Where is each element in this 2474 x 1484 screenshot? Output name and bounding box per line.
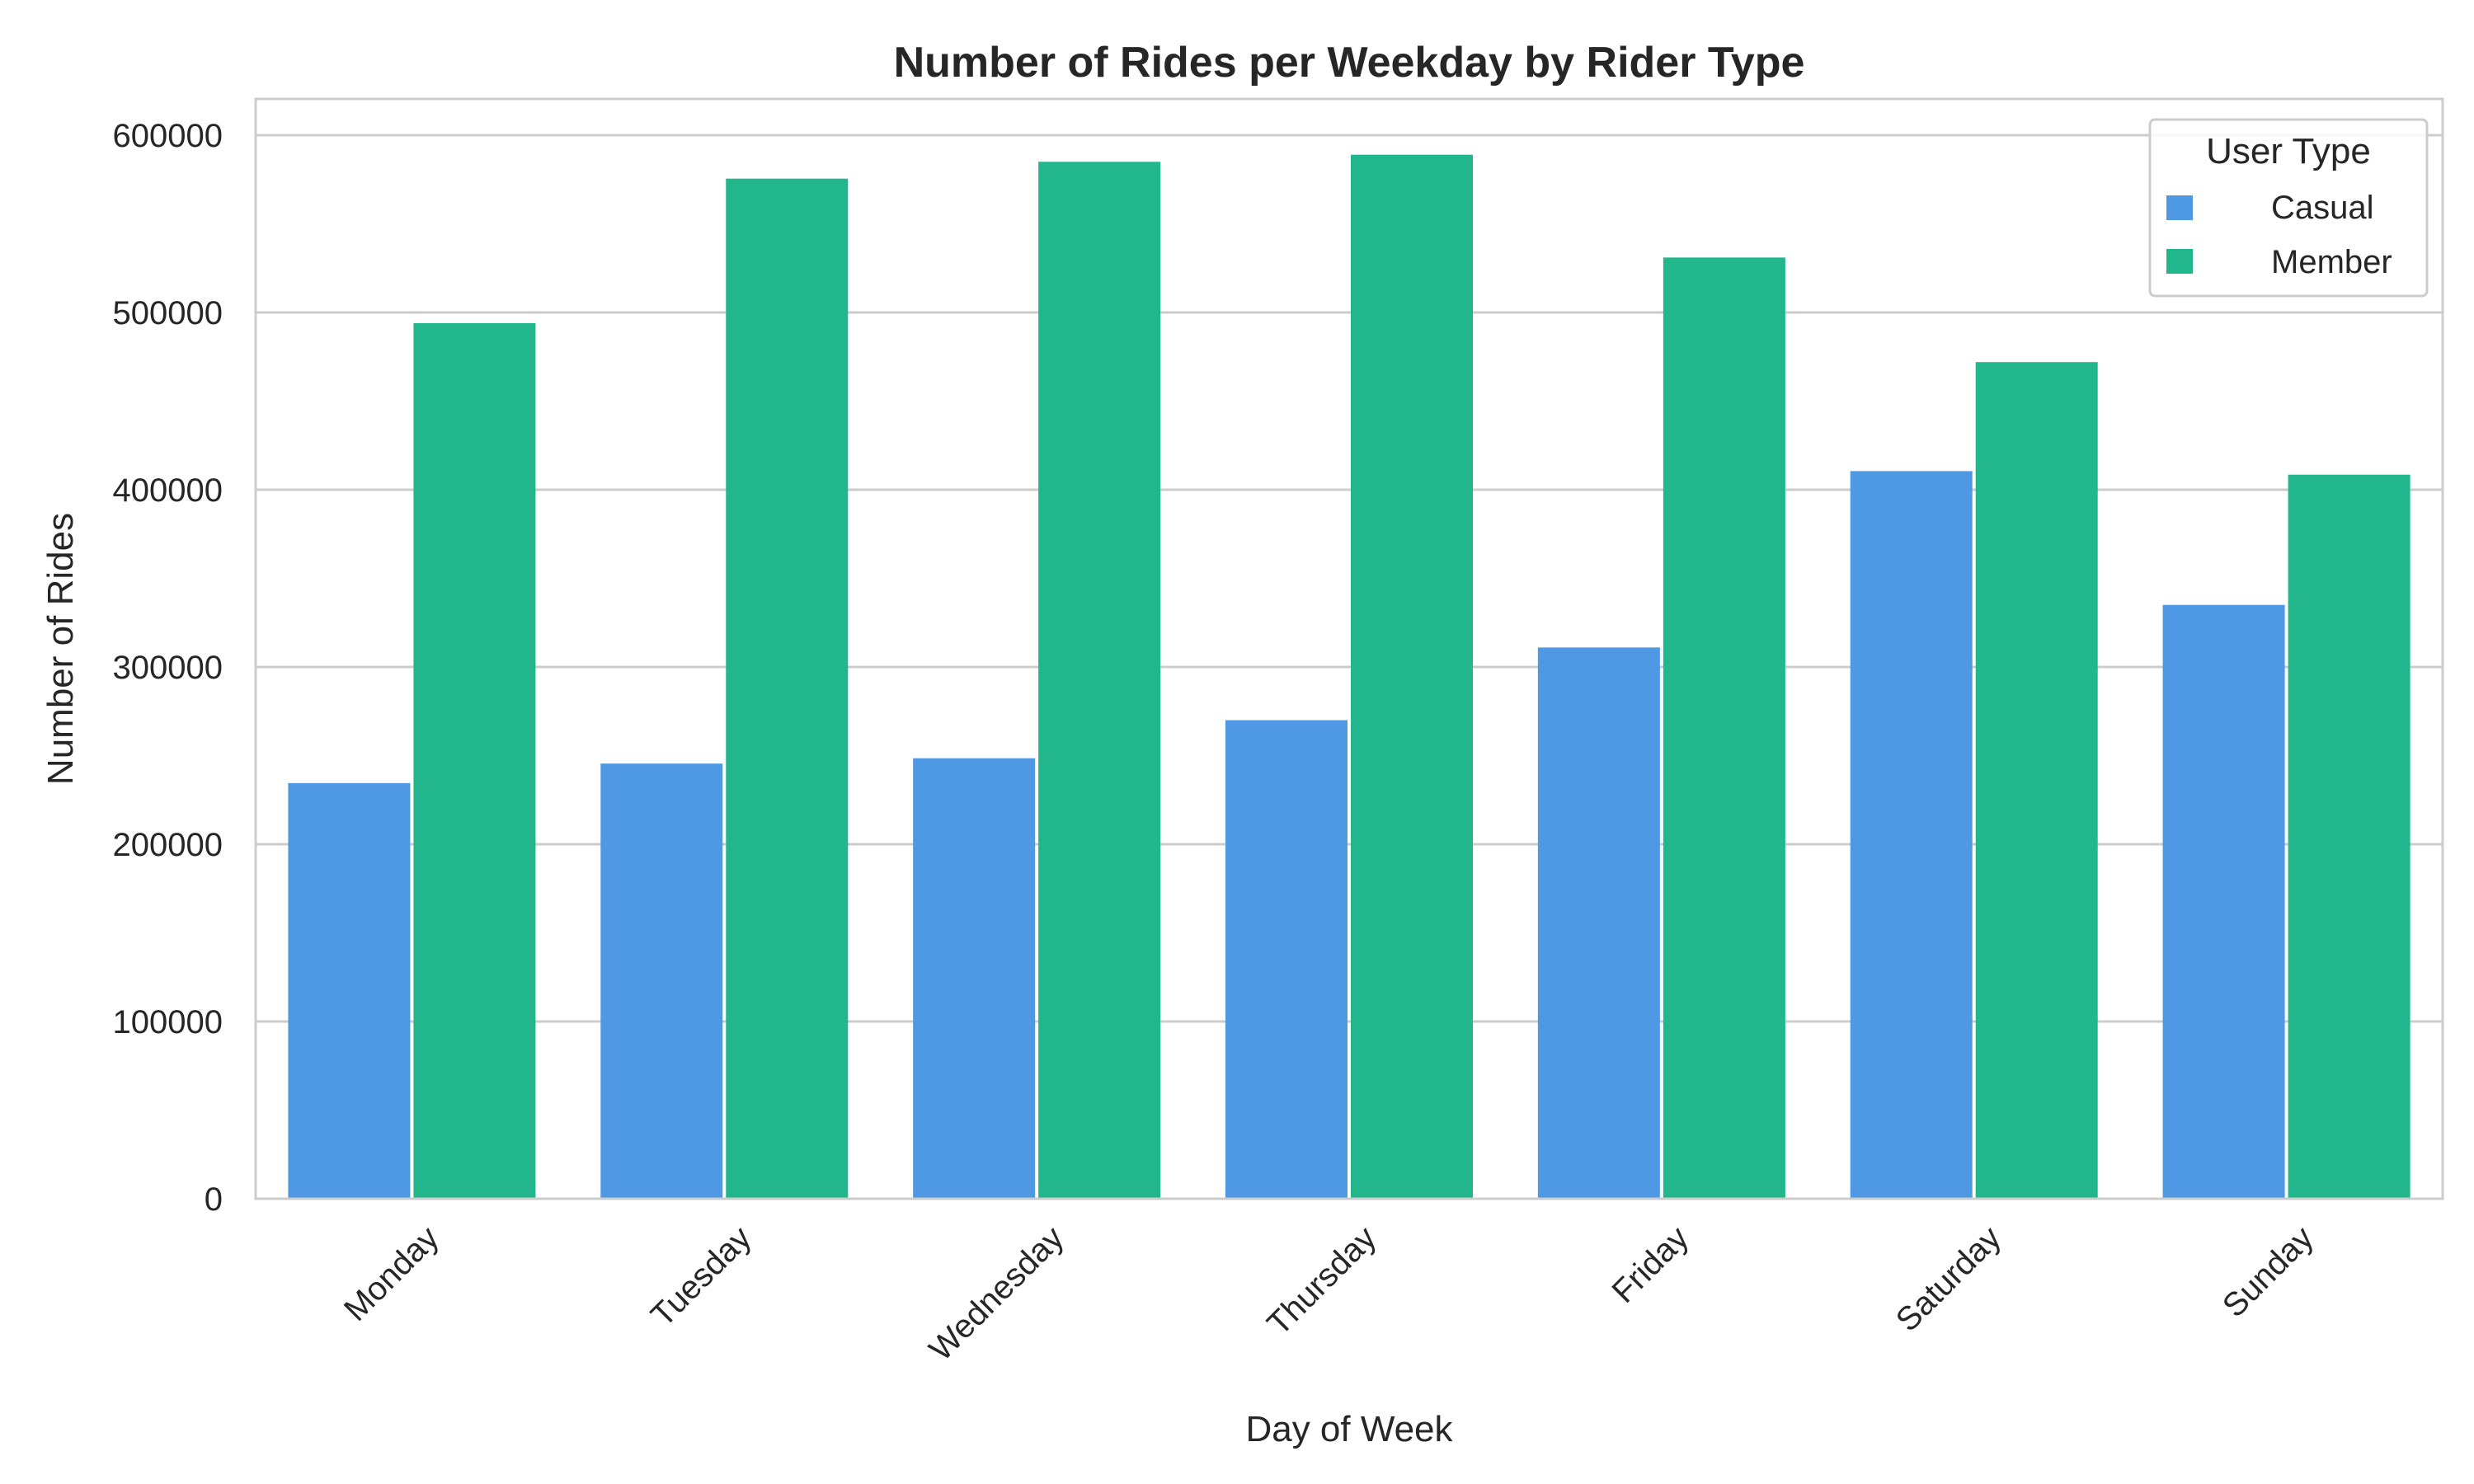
x-tick-label-tuesday: Tuesday (644, 1219, 759, 1334)
bar-member-sunday (2288, 474, 2411, 1199)
x-tick-label-wednesday: Wednesday (923, 1219, 1071, 1368)
legend-label-casual: Casual (2271, 190, 2374, 226)
bar-casual-saturday (1850, 471, 1973, 1199)
bars (288, 154, 2411, 1200)
y-tick-label: 300000 (113, 650, 223, 686)
bar-member-monday (413, 322, 536, 1199)
x-tick-labels: Monday Tuesday Wednesday Thursday Friday Satu… (337, 1219, 2321, 1368)
y-tick-label: 0 (205, 1181, 223, 1218)
y-tick-label: 200000 (113, 827, 223, 863)
legend-swatch-casual (2166, 195, 2193, 220)
bar-member-tuesday (726, 178, 849, 1199)
x-tick-label-sunday: Sunday (2216, 1219, 2321, 1324)
bar-casual-wednesday (913, 758, 1036, 1199)
legend-frame (2148, 118, 2429, 298)
legend: User Type Casual Member (2148, 118, 2429, 298)
x-tick-label-monday: Monday (337, 1219, 446, 1328)
y-axis-label: Number of Rides (40, 513, 81, 785)
bar-member-saturday (1975, 362, 2098, 1199)
x-tick-label-thursday: Thursday (1260, 1219, 1383, 1342)
bar-member-wednesday (1038, 162, 1161, 1199)
bar-member-thursday (1351, 154, 1473, 1199)
y-tick-label: 600000 (113, 118, 223, 154)
bar-member-friday (1663, 257, 1785, 1200)
y-tick-label: 500000 (113, 295, 223, 331)
bar-casual-sunday (2162, 604, 2285, 1199)
y-tick-labels: 0 100000 200000 300000 400000 500000 600000 (113, 118, 223, 1218)
legend-title: User Type (2206, 131, 2371, 171)
plot-frame (254, 97, 2444, 1200)
bar-casual-friday (1537, 647, 1660, 1199)
legend-swatch-member (2166, 249, 2193, 274)
x-tick-label-saturday: Saturday (1889, 1219, 2008, 1338)
x-tick-label-friday: Friday (1606, 1219, 1696, 1310)
y-tick-label: 400000 (113, 472, 223, 509)
chart-title: Number of Rides per Weekday by Rider Typ… (894, 39, 1805, 87)
bar-casual-thursday (1225, 720, 1348, 1199)
bar-casual-monday (288, 782, 411, 1199)
y-tick-label: 100000 (113, 1004, 223, 1040)
bar-casual-tuesday (600, 763, 723, 1199)
legend-label-member: Member (2271, 244, 2392, 280)
gridlines (256, 134, 2443, 1200)
x-axis-label: Day of Week (1245, 1409, 1453, 1449)
